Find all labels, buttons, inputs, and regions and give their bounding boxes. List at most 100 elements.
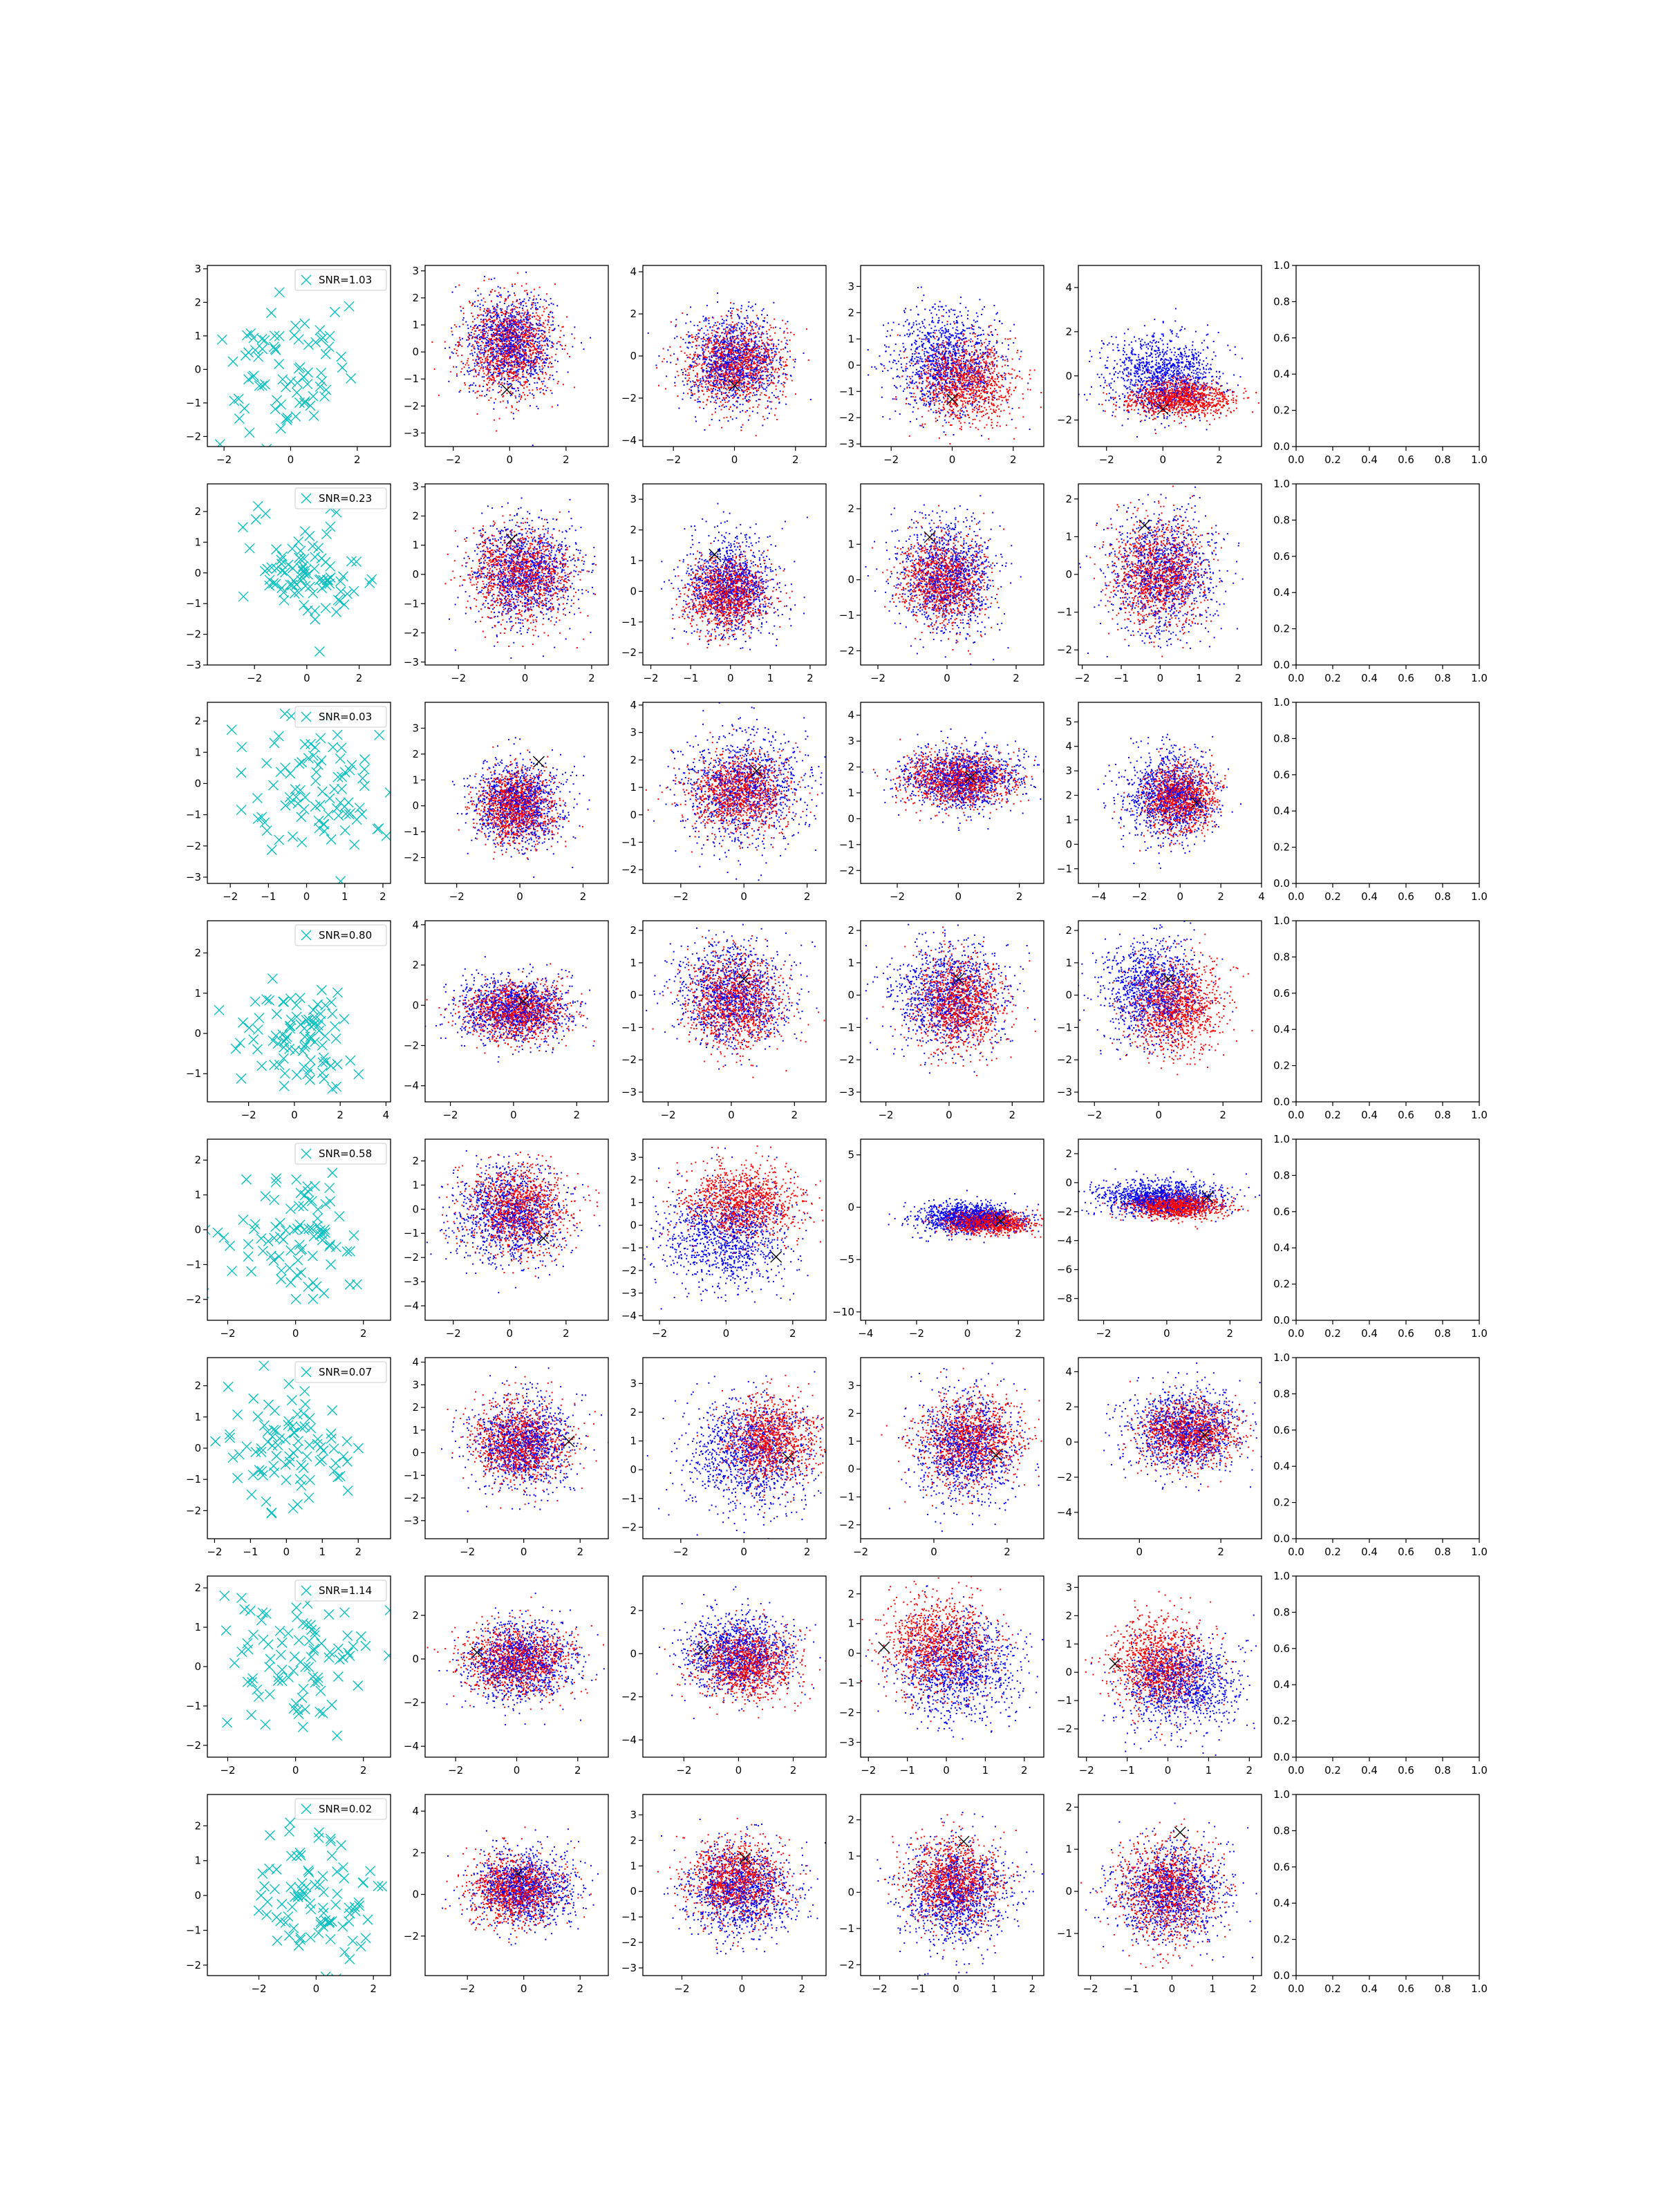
red-point <box>697 355 698 357</box>
blue-point <box>769 384 770 385</box>
red-point <box>724 328 726 330</box>
red-point <box>478 288 479 289</box>
red-point <box>508 354 509 355</box>
red-point <box>550 390 552 391</box>
blue-point <box>537 337 538 339</box>
y-tick-label: −2 <box>186 430 201 442</box>
red-point <box>516 341 518 343</box>
blue-point <box>448 381 449 382</box>
red-point <box>731 366 733 368</box>
blue-point <box>692 386 693 387</box>
red-point <box>713 330 715 331</box>
red-point <box>688 375 690 376</box>
blue-point <box>908 336 909 337</box>
red-point <box>782 362 784 363</box>
red-point <box>748 340 749 341</box>
red-point <box>487 377 489 379</box>
blue-point <box>529 384 530 385</box>
blue-point <box>719 420 720 421</box>
blue-point <box>742 334 744 335</box>
blue-point <box>474 319 476 320</box>
blue-point <box>709 356 710 357</box>
red-point <box>744 339 745 341</box>
blue-point <box>746 351 747 353</box>
blue-point <box>518 341 520 343</box>
red-point <box>541 360 542 362</box>
blue-point <box>480 307 481 308</box>
blue-point <box>727 364 729 366</box>
blue-point <box>539 320 541 321</box>
red-point <box>758 373 759 374</box>
blue-point <box>727 395 729 397</box>
red-point <box>722 332 723 333</box>
blue-point <box>762 371 763 372</box>
blue-point <box>460 310 462 312</box>
blue-point <box>722 400 723 401</box>
red-point <box>507 356 508 357</box>
red-point <box>510 370 512 371</box>
blue-point <box>507 353 508 354</box>
cyan-x-point <box>309 411 319 421</box>
red-point <box>514 366 515 368</box>
blue-point <box>545 339 547 340</box>
red-point <box>769 329 770 330</box>
blue-point <box>523 357 525 359</box>
blue-point <box>704 320 705 321</box>
red-point <box>782 348 784 350</box>
red-point <box>567 353 568 355</box>
red-point <box>750 330 751 331</box>
red-point <box>976 408 977 409</box>
blue-point <box>803 353 804 354</box>
red-point <box>761 332 762 334</box>
points-layer <box>215 288 403 454</box>
blue-point <box>951 355 953 357</box>
red-point <box>978 406 980 408</box>
blue-point <box>715 389 716 391</box>
blue-point <box>757 361 758 362</box>
red-point <box>485 358 486 359</box>
blue-point <box>492 344 494 345</box>
blue-point <box>511 346 512 347</box>
blue-point <box>721 341 722 343</box>
x-tick-label: 0 <box>288 453 294 466</box>
red-point <box>523 324 524 325</box>
blue-point <box>785 404 787 405</box>
blue-point <box>702 371 704 373</box>
blue-point <box>496 338 498 339</box>
blue-point <box>513 361 514 362</box>
blue-point <box>470 326 471 327</box>
red-point <box>736 308 738 310</box>
red-point <box>771 344 772 345</box>
blue-point <box>709 377 710 379</box>
blue-point <box>744 336 745 337</box>
x-tick-label: 2 <box>792 453 799 466</box>
blue-point <box>507 381 508 382</box>
blue-point <box>740 332 742 333</box>
blue-point <box>478 363 479 364</box>
red-point <box>514 355 516 357</box>
red-point <box>546 357 547 359</box>
red-point <box>505 356 507 357</box>
blue-point <box>674 382 675 384</box>
red-point <box>737 362 738 364</box>
blue-point <box>695 375 696 377</box>
blue-point <box>744 328 745 329</box>
blue-point <box>521 354 523 355</box>
red-point <box>784 366 785 367</box>
blue-point <box>508 306 509 307</box>
red-point <box>740 330 742 332</box>
red-point <box>469 334 470 335</box>
blue-point <box>885 346 887 348</box>
blue-point <box>533 374 534 375</box>
y-tick-label: 1 <box>412 319 419 331</box>
blue-point <box>780 328 781 329</box>
blue-point <box>723 383 724 384</box>
points-layer <box>640 292 812 436</box>
blue-point <box>553 379 554 380</box>
red-point <box>759 399 760 400</box>
red-point <box>527 395 528 396</box>
blue-point <box>707 330 709 331</box>
red-point <box>502 343 503 344</box>
red-point <box>774 383 775 384</box>
red-point <box>727 324 728 325</box>
